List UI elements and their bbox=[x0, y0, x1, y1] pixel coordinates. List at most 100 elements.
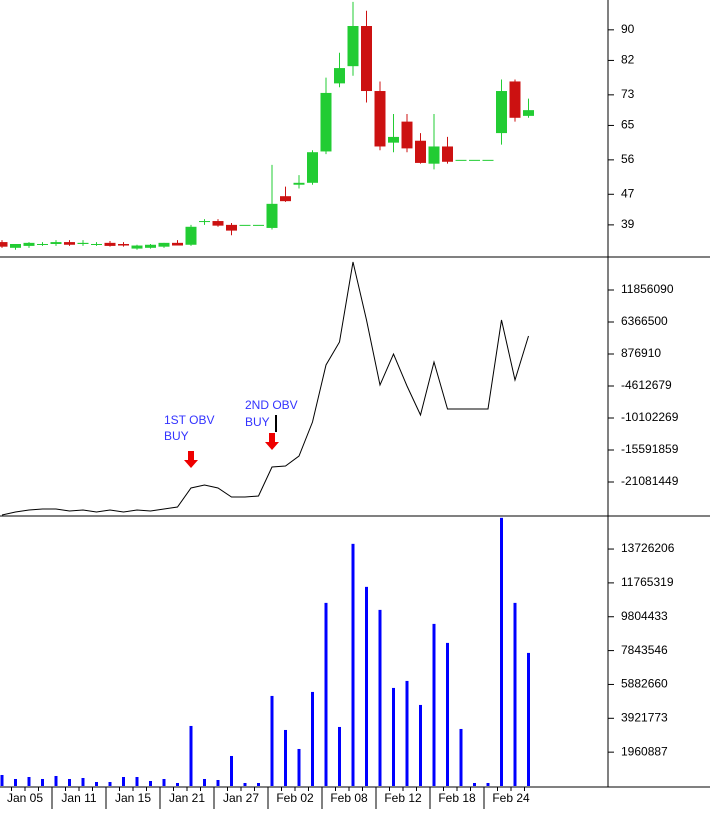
y-tick-label: 73 bbox=[621, 87, 635, 101]
volume-bar bbox=[486, 782, 490, 786]
y-tick-label: -10102269 bbox=[621, 410, 679, 424]
y-tick-label: 13726206 bbox=[621, 541, 675, 555]
volume-bar bbox=[405, 680, 409, 786]
candle-body bbox=[226, 224, 237, 231]
candle-body bbox=[428, 146, 440, 164]
candle-body bbox=[266, 203, 278, 228]
candle-body bbox=[442, 146, 453, 162]
arrow bbox=[265, 433, 279, 450]
volume-bar bbox=[311, 691, 314, 786]
candle-body bbox=[374, 91, 386, 147]
candle-body bbox=[455, 159, 467, 161]
candle-body bbox=[496, 91, 507, 134]
y-tick-label: 5882660 bbox=[621, 677, 668, 691]
volume-bar bbox=[230, 755, 233, 786]
volume-bar bbox=[419, 704, 422, 786]
volume-bar bbox=[122, 776, 125, 786]
volume-bar bbox=[365, 586, 368, 786]
candle-body bbox=[401, 121, 413, 149]
candle-body bbox=[280, 196, 291, 202]
annotation: 2ND OBV BUY bbox=[245, 398, 298, 450]
y-tick-label: 82 bbox=[621, 53, 635, 67]
arrow bbox=[184, 451, 198, 468]
y-tick-label: 7843546 bbox=[621, 643, 668, 657]
volume-bar bbox=[513, 602, 517, 786]
volume-bar bbox=[108, 781, 112, 786]
volume-bar bbox=[176, 782, 179, 786]
y-tick-label: 876910 bbox=[621, 346, 661, 360]
volume-bar bbox=[459, 728, 463, 786]
candle-body bbox=[172, 242, 183, 246]
volume-bar bbox=[284, 729, 287, 786]
y-tick-label: -4612679 bbox=[621, 378, 672, 392]
candle-body bbox=[64, 242, 75, 245]
candle-body bbox=[104, 242, 116, 246]
y-tick-label: 3921773 bbox=[621, 710, 668, 724]
volume-bar bbox=[95, 781, 98, 786]
candle-body bbox=[388, 136, 399, 143]
candle-body bbox=[131, 245, 143, 249]
annotation-text: 1ST OBV bbox=[164, 413, 214, 427]
volume-bar bbox=[270, 695, 274, 786]
volume-bar bbox=[189, 725, 193, 786]
volume-bar bbox=[392, 687, 395, 786]
candle-body bbox=[361, 26, 372, 92]
x-tick-label: Feb 18 bbox=[438, 791, 476, 805]
annotation: 1ST OBV BUY bbox=[164, 413, 214, 468]
obv-line bbox=[1, 261, 529, 516]
volume-bar bbox=[54, 775, 58, 786]
volume-bar bbox=[338, 726, 341, 786]
volume-bar bbox=[527, 652, 530, 786]
volume-bar bbox=[324, 602, 328, 786]
volume-bar bbox=[135, 776, 139, 786]
volume-bar bbox=[149, 780, 152, 786]
volume-bar bbox=[81, 777, 85, 786]
candle-body bbox=[23, 242, 35, 246]
candle-body bbox=[253, 224, 264, 226]
volume-bar bbox=[216, 779, 220, 786]
volume-bar bbox=[446, 642, 449, 786]
x-tick-label: Jan 15 bbox=[115, 791, 151, 805]
y-tick-label: 47 bbox=[621, 186, 635, 200]
candle-body bbox=[469, 159, 480, 161]
x-tick-label: Feb 12 bbox=[384, 791, 422, 805]
candle-body bbox=[334, 68, 345, 84]
volume-bar bbox=[162, 778, 166, 786]
volume-bar bbox=[68, 778, 71, 786]
candle-body bbox=[118, 243, 129, 246]
volume-bar bbox=[41, 778, 44, 786]
y-tick-label: 9804433 bbox=[621, 609, 668, 623]
volume-bar bbox=[500, 517, 503, 786]
annotation-text: 2ND OBV bbox=[245, 398, 298, 412]
volume-bar bbox=[351, 543, 355, 786]
volume-bar bbox=[0, 774, 4, 786]
candle-body bbox=[212, 221, 224, 226]
y-tick-label: -21081449 bbox=[621, 474, 679, 488]
x-tick-label: Jan 27 bbox=[223, 791, 259, 805]
candle-body bbox=[482, 159, 494, 161]
x-tick-label: Feb 24 bbox=[492, 791, 530, 805]
y-tick-label: 11856090 bbox=[621, 282, 674, 296]
volume-bar bbox=[14, 778, 17, 786]
candle-body bbox=[347, 26, 359, 67]
candle-body bbox=[320, 92, 332, 152]
x-tick-label: Jan 21 bbox=[169, 791, 205, 805]
candle-body bbox=[415, 140, 426, 163]
x-tick-label: Jan 05 bbox=[7, 791, 43, 805]
candle-body bbox=[293, 182, 305, 185]
volume-bar bbox=[203, 778, 206, 786]
candle-body bbox=[0, 242, 8, 247]
x-tick-label: Feb 08 bbox=[330, 791, 368, 805]
y-tick-label: 11765319 bbox=[621, 575, 674, 589]
candle-body bbox=[199, 221, 210, 223]
candle-body bbox=[50, 242, 62, 244]
candle-body bbox=[10, 243, 21, 248]
volume-bar bbox=[257, 782, 260, 786]
volume-bar bbox=[473, 782, 476, 786]
candle-body bbox=[509, 81, 521, 118]
annotation-text: BUY bbox=[245, 415, 270, 429]
candle-body bbox=[145, 244, 156, 248]
y-tick-label: 1960887 bbox=[621, 744, 668, 758]
